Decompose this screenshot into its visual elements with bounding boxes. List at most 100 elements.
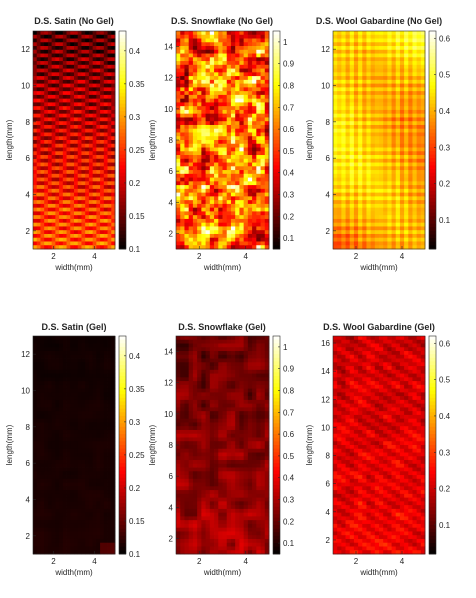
heatmap-cell <box>226 230 232 235</box>
colorbar-step <box>429 81 436 86</box>
heatmap-cell <box>96 343 101 348</box>
heatmap-cell <box>103 456 108 461</box>
heatmap-cell <box>197 211 202 216</box>
heatmap-cell <box>341 200 346 205</box>
heatmap-cell <box>209 91 215 96</box>
heatmap-cell <box>420 83 426 88</box>
heatmap-cell <box>88 336 94 341</box>
heatmap-cell <box>81 106 86 111</box>
heatmap-cell <box>239 166 245 171</box>
heatmap-cell <box>40 478 45 483</box>
heatmap-cell <box>230 215 236 220</box>
heatmap-cell <box>260 102 266 107</box>
heatmap-cell <box>264 237 270 242</box>
heatmap-cell <box>408 121 413 126</box>
heatmap-cell <box>209 211 215 216</box>
heatmap-cell <box>387 34 392 39</box>
heatmap-cell <box>260 64 266 69</box>
heatmap-cell <box>362 31 367 36</box>
heatmap-cell <box>92 437 97 442</box>
heatmap-cell <box>222 83 228 88</box>
heatmap-cell <box>47 181 53 186</box>
heatmap-cell <box>81 83 86 88</box>
heatmap-cell <box>100 207 105 212</box>
heatmap-cell <box>264 102 270 107</box>
heatmap-cell <box>100 34 105 39</box>
heatmap-cell <box>395 185 401 190</box>
heatmap-cell <box>40 158 45 163</box>
heatmap-cell <box>184 188 190 194</box>
heatmap-cell <box>70 113 75 118</box>
heatmap-cell <box>333 173 338 178</box>
heatmap-cell <box>404 31 409 36</box>
heatmap-cell <box>103 155 108 160</box>
heatmap-cell <box>366 79 372 85</box>
heatmap-cell <box>243 128 249 133</box>
heatmap-cell <box>197 124 202 130</box>
heatmap-cell <box>197 98 202 103</box>
heatmap-cell <box>100 471 105 476</box>
heatmap-cell <box>36 399 41 405</box>
heatmap-cell <box>209 170 215 175</box>
heatmap-cell <box>88 98 94 103</box>
heatmap-cell <box>345 106 351 111</box>
heatmap-cell <box>180 109 185 115</box>
heatmap-cell <box>103 422 108 427</box>
heatmap-cell <box>416 94 422 100</box>
heatmap-cell <box>40 162 45 167</box>
heatmap-cell <box>81 177 86 182</box>
heatmap-cell <box>408 61 413 66</box>
heatmap-cell <box>218 136 223 141</box>
heatmap-cell <box>222 166 228 171</box>
heatmap-cell <box>44 362 49 367</box>
heatmap-cell <box>70 121 75 126</box>
heatmap-cell <box>416 147 422 152</box>
heatmap-cell <box>201 158 206 163</box>
heatmap-cell <box>235 143 240 148</box>
heatmap-cell <box>383 192 388 197</box>
heatmap-cell <box>391 128 397 133</box>
heatmap-cell <box>103 336 108 341</box>
heatmap-cell <box>201 211 206 216</box>
heatmap-cell <box>235 211 240 216</box>
heatmap-cell <box>96 121 101 126</box>
x-tick-label: 2 <box>51 252 56 261</box>
heatmap-cell <box>205 53 211 58</box>
heatmap-cell <box>66 158 71 163</box>
heatmap-cell <box>59 158 64 163</box>
heatmap-cell <box>256 151 261 156</box>
heatmap-cell <box>81 437 86 442</box>
colorbar-step <box>119 230 126 235</box>
heatmap-cell <box>40 98 45 103</box>
heatmap-cell <box>70 215 75 220</box>
heatmap-cell <box>366 31 372 36</box>
heatmap-cell <box>59 366 64 371</box>
heatmap-cell <box>47 196 53 201</box>
heatmap-cell <box>180 136 185 141</box>
heatmap-cell <box>362 226 367 231</box>
heatmap-cell <box>111 437 116 442</box>
heatmap-cell <box>416 87 422 92</box>
heatmap-cell <box>96 475 101 480</box>
heatmap-cell <box>366 140 372 145</box>
heatmap-cell <box>77 72 82 77</box>
heatmap-cell <box>70 38 75 43</box>
heatmap-cell <box>416 177 422 182</box>
heatmap-cell <box>107 396 112 401</box>
heatmap-cell <box>55 362 60 367</box>
heatmap-cell <box>103 467 108 472</box>
heatmap-cell <box>243 140 249 145</box>
heatmap-cell <box>33 422 38 427</box>
heatmap-cell <box>40 31 45 36</box>
heatmap-cell <box>47 418 53 423</box>
heatmap-cell <box>70 396 75 401</box>
heatmap-cell <box>88 185 94 190</box>
heatmap-cell <box>47 433 53 438</box>
heatmap-cell <box>88 478 94 483</box>
heatmap-cell <box>214 132 219 137</box>
heatmap-cell <box>197 34 202 39</box>
heatmap-cell <box>88 396 94 401</box>
heatmap-cell <box>188 241 194 246</box>
heatmap-cell <box>222 94 228 100</box>
heatmap-cell <box>70 162 75 167</box>
